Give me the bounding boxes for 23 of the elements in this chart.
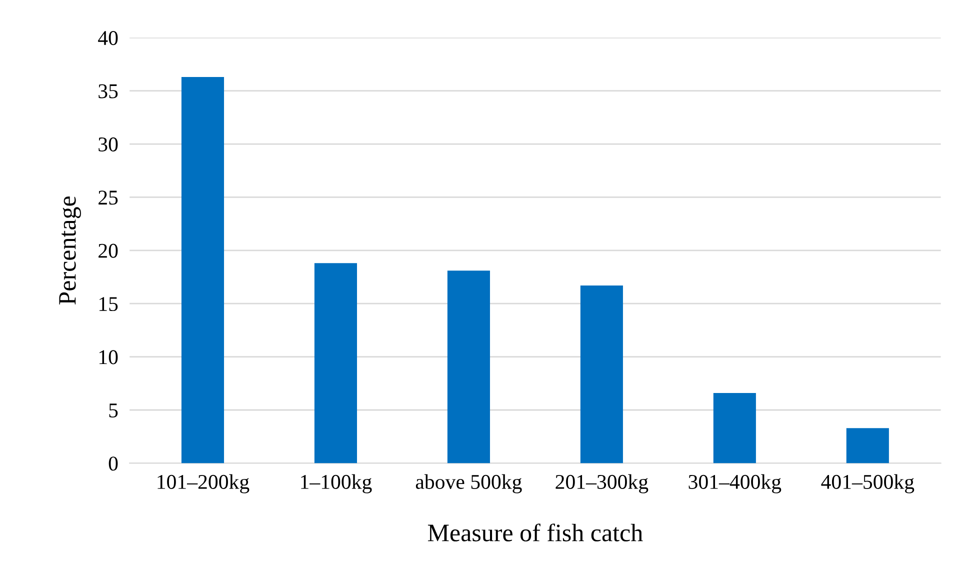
x-tick-label: 101–200kg	[158, 474, 250, 494]
x-tick-label: 301–400kg	[688, 474, 782, 494]
y-tick-label: 10	[99, 350, 118, 364]
x-tick-label: 1–100kg	[301, 474, 372, 494]
bar	[713, 392, 756, 464]
x-tick-label: 401–500kg	[821, 474, 914, 494]
y-tick-label: 30	[98, 137, 118, 152]
bar	[314, 263, 357, 464]
bar	[846, 428, 889, 464]
bar	[181, 77, 224, 464]
x-tick-label: 201–300kg	[556, 474, 648, 494]
y-tick-label: 35	[98, 84, 118, 98]
y-tick-label: 0	[108, 456, 118, 471]
x-tick-label: above 500kg	[416, 474, 522, 494]
y-tick-label: 5	[109, 404, 118, 418]
bar	[447, 270, 490, 464]
x-axis-title: Measure of fish catch	[428, 524, 643, 542]
y-tick-label: 25	[98, 190, 118, 205]
y-tick-label: 15	[99, 297, 118, 312]
y-tick-label: 40	[98, 31, 118, 46]
y-tick-label: 20	[98, 244, 118, 258]
y-axis-title: Percentage	[59, 196, 81, 305]
bar	[580, 286, 623, 464]
